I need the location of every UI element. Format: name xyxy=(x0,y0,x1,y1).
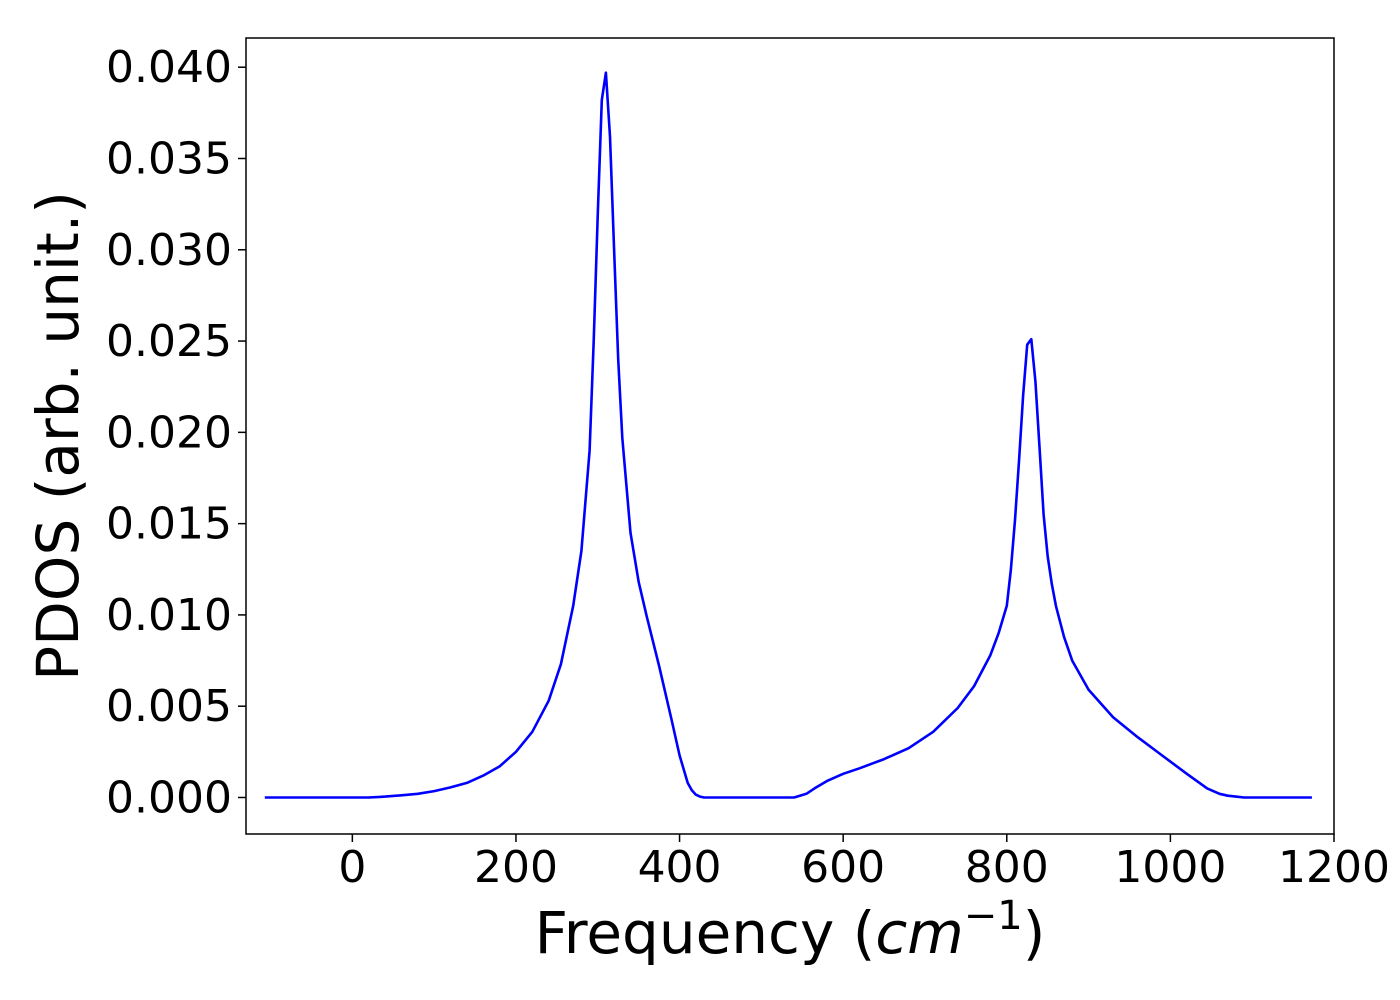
y-axis-label: PDOS (arb. unit.) xyxy=(24,191,92,681)
y-tick-label: 0.030 xyxy=(106,225,232,276)
x-axis-label: Frequency (cm−1) xyxy=(535,893,1046,967)
axes-frame xyxy=(245,37,1335,835)
x-axis-ticks: 0 200 400 600 800 1000 1200 xyxy=(338,834,1390,893)
y-tick-label: 0.010 xyxy=(106,590,232,641)
x-tick-label: 400 xyxy=(638,842,722,893)
y-tick-label: 0.040 xyxy=(106,42,232,93)
y-tick-label: 0.035 xyxy=(106,133,232,184)
x-axis-label-text: Frequency ( xyxy=(535,899,876,967)
x-axis-label-exponent: −1 xyxy=(964,893,1023,939)
x-tick-label: 200 xyxy=(474,842,558,893)
y-axis-ticks: 0.000 0.005 0.010 0.015 0.020 0.025 0.030 0.035… xyxy=(106,42,246,823)
y-tick-label: 0.025 xyxy=(106,316,232,367)
x-tick-label: 600 xyxy=(801,842,885,893)
y-tick-label: 0.015 xyxy=(106,499,232,550)
x-axis-label-math: cm xyxy=(875,899,963,967)
y-tick-label: 0.005 xyxy=(106,681,232,732)
x-tick-label: 800 xyxy=(965,842,1049,893)
x-tick-label: 0 xyxy=(338,842,366,893)
x-tick-label: 1200 xyxy=(1278,842,1390,893)
x-tick-label: 1000 xyxy=(1114,842,1226,893)
series-line-0 xyxy=(264,71,1312,799)
y-tick-label: 0.000 xyxy=(106,772,232,823)
plot-area xyxy=(264,71,1312,799)
y-tick-label: 0.020 xyxy=(106,407,232,458)
x-axis-label-suffix: ) xyxy=(1023,899,1046,967)
